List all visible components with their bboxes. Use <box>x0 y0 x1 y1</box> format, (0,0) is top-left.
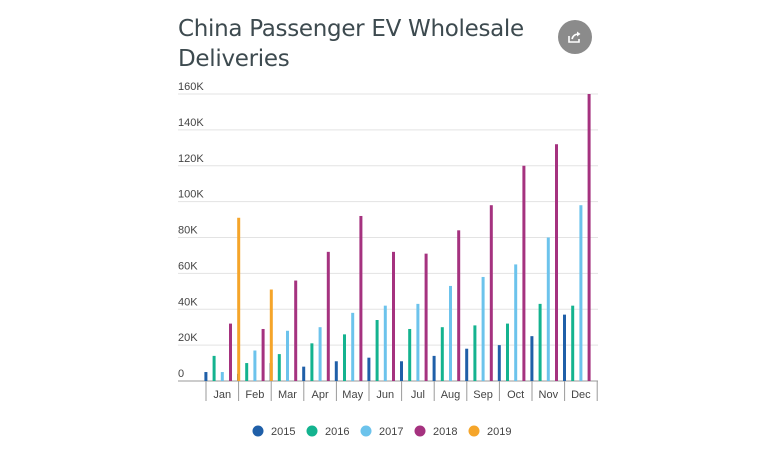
bar <box>408 328 412 381</box>
legend-label: 2019 <box>487 426 511 438</box>
y-tick-label: 160K <box>178 81 204 93</box>
x-tick-label: Mar <box>278 389 297 401</box>
y-tick-label: 60K <box>178 260 198 272</box>
x-tick-label: Oct <box>507 389 524 401</box>
bar <box>587 94 591 381</box>
bar <box>204 372 208 381</box>
bar <box>277 354 281 381</box>
bar <box>212 355 216 381</box>
bar <box>326 251 330 381</box>
bar <box>416 303 420 381</box>
y-tick-label: 100K <box>178 189 204 201</box>
bar <box>506 323 509 381</box>
bar <box>229 323 232 381</box>
bar <box>457 230 461 381</box>
bar <box>383 305 387 381</box>
legend-label: 2018 <box>433 426 457 438</box>
bar <box>334 361 338 381</box>
bar <box>514 264 518 381</box>
bar <box>546 237 550 381</box>
x-tick-label: Apr <box>312 389 329 401</box>
x-tick-label: Nov <box>539 389 559 401</box>
legend-label: 2016 <box>325 426 349 438</box>
y-tick-label: 0 <box>178 368 184 380</box>
bar <box>555 144 558 381</box>
bar <box>563 314 566 381</box>
legend-marker <box>468 425 480 437</box>
bar <box>432 355 436 381</box>
bar <box>302 366 306 381</box>
bar <box>343 334 346 381</box>
bar <box>473 325 477 381</box>
bar <box>530 336 534 381</box>
bar <box>538 303 542 381</box>
bar <box>245 363 249 381</box>
x-tick-label: Sep <box>473 389 493 401</box>
bar <box>367 357 371 381</box>
x-tick-label: Jan <box>213 389 231 401</box>
legend-label: 2017 <box>379 426 403 438</box>
bar <box>294 280 298 381</box>
bar <box>440 327 444 381</box>
x-tick-label: Dec <box>571 389 591 401</box>
bar <box>351 312 355 381</box>
legend-label: 2015 <box>271 426 295 438</box>
share-icon <box>568 31 581 43</box>
legend-marker <box>306 425 318 437</box>
x-tick-label: May <box>342 389 363 401</box>
bar <box>497 345 501 381</box>
bar <box>392 251 395 381</box>
bar <box>489 205 493 381</box>
y-tick-label: 40K <box>178 296 198 308</box>
bar <box>310 343 314 381</box>
x-tick-label: Feb <box>245 389 264 401</box>
bar <box>237 217 241 381</box>
share-button[interactable] <box>558 20 592 54</box>
bar <box>424 253 428 381</box>
bar <box>522 165 526 381</box>
bar <box>253 350 257 381</box>
bar <box>481 276 485 381</box>
bar <box>449 285 452 381</box>
legend-marker <box>414 425 426 437</box>
legend-marker <box>252 425 264 437</box>
bar <box>465 348 469 381</box>
y-tick-label: 120K <box>178 153 204 165</box>
bar <box>400 361 403 381</box>
bar <box>269 289 273 381</box>
bar <box>220 372 224 381</box>
bar <box>318 327 322 381</box>
y-tick-label: 80K <box>178 225 198 237</box>
y-tick-label: 20K <box>178 332 198 344</box>
bar <box>579 205 583 381</box>
x-tick-label: Jul <box>411 389 425 401</box>
chart-title: China Passenger EV Wholesale Deliveries <box>178 16 524 72</box>
legend-marker <box>360 425 372 437</box>
y-tick-label: 140K <box>178 117 204 129</box>
x-tick-label: Jun <box>376 389 394 401</box>
bar <box>375 320 379 381</box>
bar <box>359 215 363 381</box>
x-tick-label: Aug <box>441 389 461 401</box>
bar <box>571 305 575 381</box>
bar <box>286 330 289 381</box>
bar <box>261 328 265 381</box>
